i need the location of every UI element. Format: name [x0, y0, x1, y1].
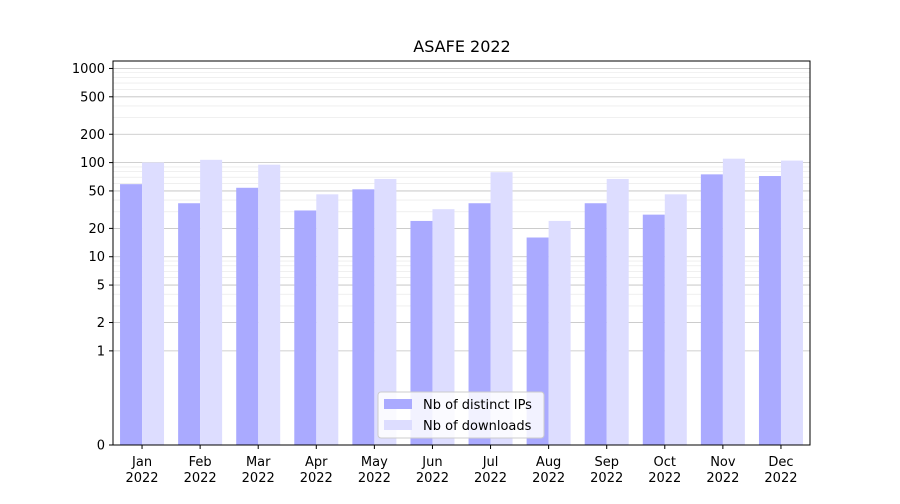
bar-downloads: [316, 194, 339, 445]
x-tick-label-year: 2022: [706, 471, 739, 486]
x-tick-label-year: 2022: [358, 471, 391, 486]
bar-downloads: [722, 158, 745, 445]
y-tick-label: 0: [97, 439, 105, 454]
plot-frame: [112, 60, 811, 446]
bar-downloads: [142, 162, 165, 445]
bar-distinct-ips: [642, 214, 665, 445]
x-tick-label-year: 2022: [300, 471, 333, 486]
bar-distinct-ips: [410, 220, 433, 445]
x-tick-label-month: Nov: [710, 455, 736, 470]
bar-distinct-ips: [468, 203, 491, 445]
bar-downloads: [258, 164, 281, 445]
legend-label: Nb of distinct IPs: [423, 398, 532, 413]
x-tick-label-year: 2022: [242, 471, 275, 486]
x-tick-label-month: Jan: [131, 455, 152, 470]
bar-downloads: [548, 220, 571, 445]
x-tick-label-month: Feb: [189, 455, 212, 470]
legend-label: Nb of downloads: [423, 419, 532, 434]
x-tick-label-month: Oct: [654, 455, 676, 470]
axes: 01251020501002005001000Jan2022Feb2022Mar…: [72, 60, 811, 486]
bar-distinct-ips: [352, 189, 375, 445]
bar-distinct-ips: [236, 187, 259, 445]
bar-distinct-ips: [294, 210, 317, 445]
legend: Nb of distinct IPs Nb of downloads: [377, 391, 545, 439]
y-tick-label: 200: [80, 128, 105, 143]
bar-downloads: [432, 209, 455, 445]
x-tick-label-month: Jun: [421, 455, 442, 470]
bar-distinct-ips: [758, 176, 781, 445]
legend-swatch: [384, 420, 412, 430]
y-tick-label: 2: [97, 316, 105, 331]
x-tick-label-year: 2022: [416, 471, 449, 486]
bar-downloads: [374, 178, 397, 445]
y-tick-label: 1000: [72, 62, 105, 77]
bar-distinct-ips: [584, 203, 607, 445]
x-tick-label-year: 2022: [648, 471, 681, 486]
bar-distinct-ips: [120, 184, 143, 445]
x-tick-label-month: Sep: [594, 455, 619, 470]
x-tick-label-year: 2022: [474, 471, 507, 486]
y-tick-label: 20: [88, 222, 105, 237]
x-tick-label-month: Dec: [768, 455, 793, 470]
x-tick-label-year: 2022: [590, 471, 623, 486]
bar-downloads: [490, 172, 513, 445]
bar-distinct-ips: [700, 174, 723, 445]
bar-downloads: [664, 194, 687, 445]
x-tick-label-month: Apr: [305, 455, 328, 470]
x-tick-label-year: 2022: [184, 471, 217, 486]
x-tick-label-month: May: [361, 455, 388, 470]
x-tick-label-year: 2022: [125, 471, 158, 486]
y-tick-label: 10: [88, 250, 105, 265]
x-tick-label-year: 2022: [764, 471, 797, 486]
x-tick-label-month: Mar: [246, 455, 271, 470]
x-tick-label-month: Aug: [536, 455, 561, 470]
y-tick-label: 500: [80, 90, 105, 105]
y-tick-label: 5: [97, 279, 105, 294]
grid-lines: [113, 68, 810, 352]
y-tick-label: 1: [97, 344, 105, 359]
bar-distinct-ips: [178, 203, 201, 445]
x-tick-label-year: 2022: [532, 471, 565, 486]
bar-downloads: [200, 159, 223, 446]
bars: [120, 158, 803, 446]
bar-downloads: [606, 178, 629, 445]
legend-swatch: [384, 399, 412, 409]
y-tick-label: 50: [88, 184, 105, 199]
bar-downloads: [780, 160, 803, 445]
x-tick-label-month: Jul: [482, 455, 499, 470]
chart-title: ASAFE 2022: [413, 37, 510, 56]
y-tick-label: 100: [80, 156, 105, 171]
legend-box: [377, 391, 545, 439]
